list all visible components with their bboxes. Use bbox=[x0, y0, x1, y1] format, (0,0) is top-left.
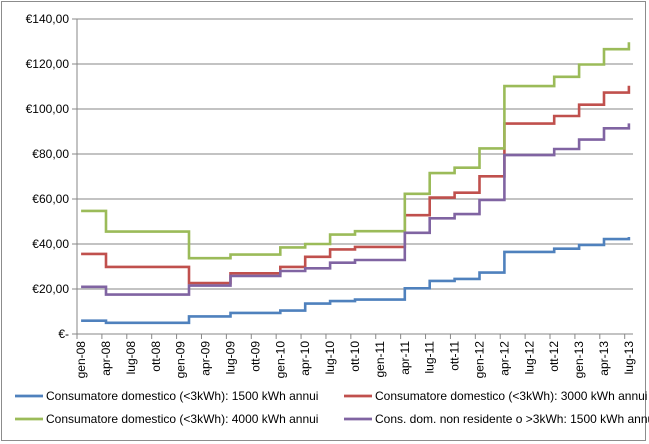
x-tick-label: apr-12 bbox=[497, 341, 511, 376]
series-line-1 bbox=[81, 237, 631, 325]
y-tick-label: €120,00 bbox=[26, 57, 70, 71]
legend: Consumatore domestico (<3kWh): 1500 kWh … bbox=[15, 389, 649, 426]
y-tick-label: €40,00 bbox=[32, 237, 69, 251]
x-tick-label: lug-12 bbox=[522, 341, 536, 375]
x-tick-label: gen-10 bbox=[273, 341, 287, 379]
y-tick-label: €20,00 bbox=[32, 282, 69, 296]
x-tick-label: ott-11 bbox=[448, 341, 462, 371]
y-tick-label: €60,00 bbox=[32, 192, 69, 206]
gridlines bbox=[77, 18, 633, 290]
legend-label-3: Consumatore domestico (<3kWh): 4000 kWh … bbox=[46, 412, 318, 426]
x-tick-label: lug-13 bbox=[622, 341, 636, 375]
x-tick-label: gen-09 bbox=[174, 341, 188, 379]
axes bbox=[72, 18, 633, 339]
series-line-3 bbox=[81, 42, 631, 260]
y-tick-label: €140,00 bbox=[26, 12, 70, 26]
series-lines bbox=[81, 42, 631, 325]
series-line-4 bbox=[81, 123, 631, 296]
legend-label-2: Consumatore domestico (<3kWh): 3000 kWh … bbox=[375, 389, 647, 403]
x-tick-label: apr-13 bbox=[597, 341, 611, 376]
x-tick-label: gen-08 bbox=[74, 341, 88, 379]
series-line-2 bbox=[81, 85, 631, 285]
x-tick-label: lug-10 bbox=[323, 341, 337, 375]
x-tick-label: ott-09 bbox=[248, 341, 262, 372]
x-tick-label: apr-09 bbox=[199, 341, 213, 376]
x-tick-label: ott-08 bbox=[149, 341, 163, 372]
x-axis-tick-labels: gen-08 apr-08 lug-08 ott-08 gen-09 apr-09 lug-… bbox=[74, 341, 636, 379]
legend-label-1: Consumatore domestico (<3kWh): 1500 kWh … bbox=[46, 389, 318, 403]
legend-label-4: Cons. dom. non residente o >3kWh: 1500 k… bbox=[375, 412, 649, 426]
x-tick-label: apr-10 bbox=[298, 341, 312, 376]
x-tick-label: apr-08 bbox=[99, 341, 113, 376]
x-tick-label: lug-09 bbox=[224, 341, 238, 375]
x-tick-label: gen-11 bbox=[373, 341, 387, 378]
x-tick-label: lug-11 bbox=[423, 341, 437, 374]
y-tick-label: €100,00 bbox=[26, 102, 70, 116]
y-tick-label: €80,00 bbox=[32, 147, 69, 161]
x-tick-label: apr-11 bbox=[398, 341, 412, 375]
x-tick-label: ott-12 bbox=[547, 341, 561, 372]
y-tick-label: €- bbox=[58, 327, 69, 341]
x-tick-label: lug-08 bbox=[124, 341, 138, 375]
x-tick-label: gen-12 bbox=[472, 341, 486, 379]
x-tick-label: ott-10 bbox=[348, 341, 362, 372]
x-tick-label: gen-13 bbox=[572, 341, 586, 379]
y-axis-tick-labels: €- €20,00 €40,00 €60,00 €80,00 €100,00 €120,00… bbox=[26, 12, 70, 341]
